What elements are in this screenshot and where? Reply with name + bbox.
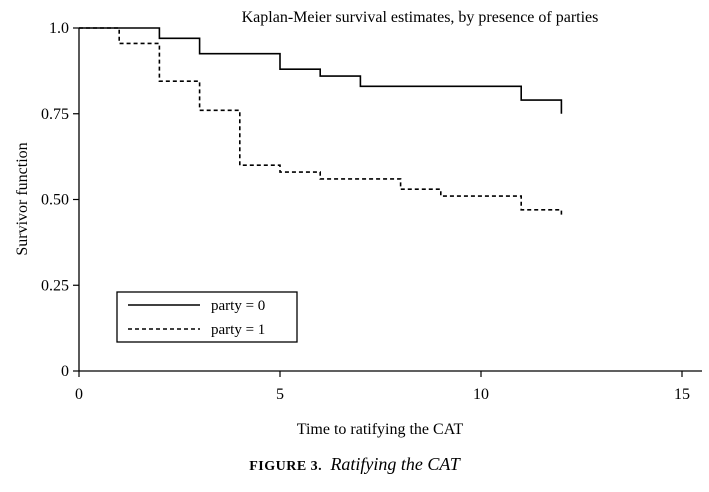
y-tick-label: 0.50: [41, 192, 69, 209]
x-tick-label: 10: [473, 386, 489, 403]
legend-label-party0: party = 0: [211, 298, 265, 314]
legend: party = 0 party = 1: [116, 291, 298, 343]
y-tick-label: 1.0: [49, 20, 69, 37]
figure-label: FIGURE 3.: [249, 459, 323, 474]
y-axis-label: Survivor function: [14, 142, 31, 255]
x-tick-label: 5: [276, 386, 284, 403]
series-line-party1: [79, 27, 563, 217]
y-tick-label: 0.25: [41, 277, 69, 294]
y-tick-label: 0: [61, 363, 69, 380]
figure-caption: FIGURE 3. Ratifying the CAT: [0, 454, 709, 475]
figure-title: Ratifying the CAT: [330, 454, 460, 474]
chart-title: Kaplan-Meier survival estimates, by pres…: [242, 9, 599, 26]
legend-box: [116, 291, 298, 343]
series-line-party0: [79, 27, 563, 114]
y-tick-label: 0.75: [41, 106, 69, 123]
axes: 0 5 10 15 0 0.25 0.50 0.75 1.0: [41, 20, 702, 403]
x-tick-label: 15: [674, 386, 690, 403]
legend-label-party1: party = 1: [211, 322, 265, 338]
x-tick-label: 0: [75, 386, 83, 403]
x-axis-label: Time to ratifying the CAT: [297, 421, 464, 438]
km-chart: 0 5 10 15 0 0.25 0.50 0.75 1.0 party = 0 party =…: [14, 9, 702, 438]
series-layer: [79, 27, 563, 217]
